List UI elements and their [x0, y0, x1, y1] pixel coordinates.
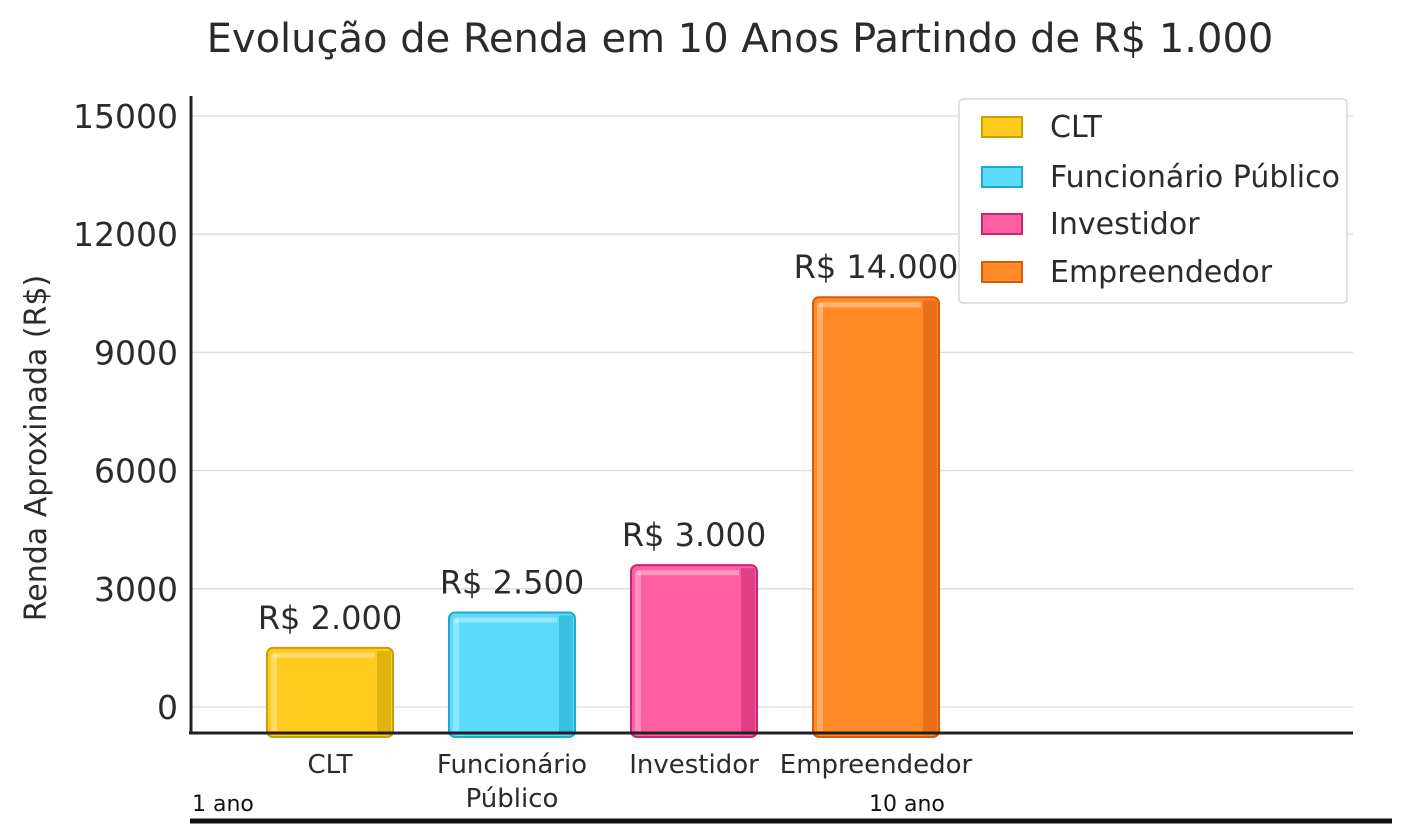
x-tick-label: CLT [308, 750, 353, 780]
legend-item: CLT [981, 110, 1103, 145]
bar-value-label: R$ 3.000 [622, 516, 766, 554]
y-tick-label: 6000 [94, 452, 178, 491]
footer-right-label: 10 ano [869, 792, 945, 817]
legend-swatch [981, 213, 1023, 235]
footer-left-label: 1 ano [192, 792, 254, 817]
y-axis-label: Renda Aproxinada (R$) [19, 275, 54, 621]
y-tick-label: 9000 [94, 333, 178, 372]
bar [448, 611, 576, 738]
legend-item: Investidor [981, 207, 1200, 242]
legend-swatch [981, 261, 1023, 283]
legend: CLT Funcionário Público Investidor Empreend… [958, 98, 1348, 304]
legend-swatch [981, 166, 1023, 188]
bar [266, 646, 394, 739]
legend-item: Empreendedor [981, 255, 1273, 290]
gridlines [191, 115, 1353, 708]
x-tick-labels: CLT Funcionário Público Investidor Empreende… [308, 750, 973, 814]
legend-label: Investidor [1050, 207, 1200, 242]
bar [812, 296, 940, 738]
x-tick-label: Empreendedor [780, 750, 973, 780]
legend-label: CLT [1050, 110, 1103, 145]
y-tick-labels: 0 3000 6000 9000 12000 15000 [73, 97, 178, 727]
y-tick-label: 3000 [94, 570, 178, 609]
legend-label: Empreendedor [1050, 255, 1273, 290]
legend-item: Funcionário Público [981, 160, 1340, 195]
legend-swatch [981, 116, 1023, 138]
data-labels: R$ 2.000 R$ 2.500 R$ 3.000 R$ 14.000 [258, 248, 959, 637]
x-tick-label: Funcionário Público [437, 750, 587, 814]
bars [266, 296, 940, 739]
legend-label: Funcionário Público [1050, 160, 1340, 195]
y-tick-label: 0 [157, 688, 178, 727]
bar [630, 564, 758, 738]
y-tick-label: 15000 [73, 97, 178, 136]
chart-title: Evolução de Renda em 10 Anos Partindo de… [207, 16, 1274, 62]
bar-value-label: R$ 2.500 [440, 563, 584, 601]
bar-value-label: R$ 14.000 [794, 248, 959, 286]
bar-value-label: R$ 2.000 [258, 599, 402, 637]
y-tick-label: 12000 [73, 215, 178, 254]
legend-box [958, 98, 1348, 304]
x-tick-label: Investidor [629, 750, 759, 780]
